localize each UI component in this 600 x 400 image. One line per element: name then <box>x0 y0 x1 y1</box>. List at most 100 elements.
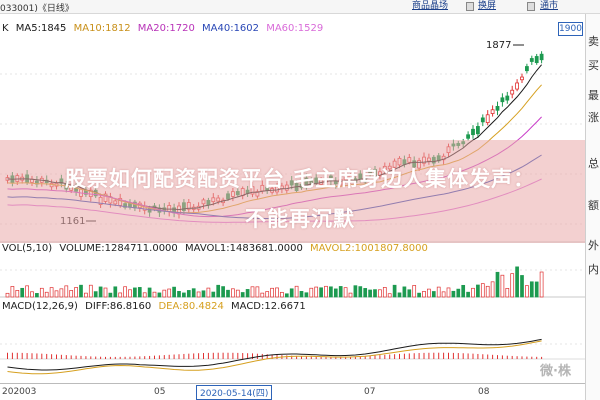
ma10-label: MA10:1812 <box>73 23 131 34</box>
volume-bar <box>333 288 338 298</box>
sidebar-item-inner[interactable]: 内 <box>588 263 599 276</box>
date-tick: 202003 <box>2 387 37 397</box>
volume-legend: VOL(5,10) VOLUME:1284711.0000 MAVOL1:148… <box>2 243 432 255</box>
volume-bar <box>343 287 348 298</box>
candle-body <box>480 117 485 123</box>
volume-bar <box>88 284 93 298</box>
volume-bar <box>373 289 377 298</box>
volume-bar <box>382 287 387 298</box>
volume-bar <box>358 286 363 298</box>
volume-bar <box>490 281 495 298</box>
general-button[interactable]: 通市 <box>540 1 559 11</box>
volume-bar <box>98 286 103 298</box>
sidebar-item-latest[interactable]: 最 <box>588 89 599 102</box>
market-button[interactable]: 商品晶场 <box>412 1 449 11</box>
sidebar-item-amount[interactable]: 额 <box>588 199 599 212</box>
volume-bar <box>167 288 172 298</box>
volume-bar <box>284 293 289 298</box>
volume-bar <box>123 286 127 298</box>
volume-bar <box>69 290 74 298</box>
volume-bar <box>446 287 451 298</box>
candle-body <box>510 89 515 95</box>
volume-bar <box>5 292 10 298</box>
volume-bar <box>515 266 519 298</box>
volume-bar <box>64 285 69 298</box>
doc-icon[interactable] <box>527 2 535 11</box>
volume-bar <box>299 291 304 298</box>
volume-bar <box>44 291 49 298</box>
volume-bar <box>412 285 417 298</box>
volume-bar <box>476 284 480 298</box>
volume-bar <box>451 290 456 298</box>
date-cursor-label: 2020-05-14(四) <box>196 385 273 400</box>
volume-bar <box>505 288 510 298</box>
sidebar-item-buy[interactable]: 买 <box>588 59 599 72</box>
ma20-label: MA20:1720 <box>137 23 195 34</box>
volume-bar <box>495 271 500 298</box>
sidebar-item-sell[interactable]: 卖 <box>588 35 599 48</box>
volume-bar <box>260 292 265 298</box>
sidebar-item-outer[interactable]: 外 <box>588 239 599 252</box>
volume-bar <box>255 286 260 298</box>
doc-icon[interactable] <box>466 2 474 11</box>
date-tick: 05 <box>154 387 166 397</box>
volume-bar <box>363 288 368 298</box>
volume-bar <box>196 291 201 298</box>
quote-sidebar: 卖 买 最 涨 总 额 外 内 <box>585 14 600 400</box>
volume-bar <box>461 284 466 298</box>
volume-bar <box>221 286 225 298</box>
sidebar-item-total[interactable]: 总 <box>588 157 599 170</box>
volume-bars <box>5 266 544 298</box>
volume-bar <box>387 293 392 298</box>
volume-bar <box>422 291 426 298</box>
volume-bar <box>289 288 294 298</box>
ma-legend: K MA5:1845 MA10:1812 MA20:1720 MA40:1602… <box>2 23 327 35</box>
main-prefix: K <box>2 23 9 34</box>
macd-label: MACD(12,26,9) <box>2 301 78 312</box>
volume-bar <box>108 292 113 298</box>
volume-bar <box>10 286 15 298</box>
volume-bar <box>235 289 240 298</box>
volume-bar <box>49 287 54 298</box>
volume-bar <box>314 286 319 298</box>
volume-bar <box>15 290 20 298</box>
volume-bar <box>431 291 436 298</box>
volume-bar <box>191 288 196 298</box>
macd-value: MACD:12.6671 <box>231 301 306 312</box>
volume-bar <box>201 290 206 298</box>
volume-bar <box>520 275 524 298</box>
volume-bar <box>79 284 83 298</box>
date-axis: 202003 05 2020-05-14(四) 07 08 <box>0 383 585 400</box>
volume-bar <box>103 287 108 298</box>
volume-bar <box>147 287 152 298</box>
corner-watermark: 微·株 <box>540 364 571 379</box>
ma5-label: MA5:1845 <box>15 23 67 34</box>
volume-bar <box>59 288 64 298</box>
volume-value: VOLUME:1284711.0000 <box>59 243 178 254</box>
volume-bar <box>304 292 309 298</box>
volume-bar <box>329 286 333 298</box>
volume-bar <box>471 287 475 298</box>
volume-bar <box>319 287 323 298</box>
volume-bar <box>402 286 407 298</box>
dea-value: DEA:80.4824 <box>158 301 224 312</box>
toolbar: 033001)《日线》 商品晶场 换屏 通市 <box>0 0 600 14</box>
candle-body <box>500 97 505 103</box>
stock-code-label: 033001)《日线》 <box>0 4 74 14</box>
volume-bar <box>186 290 191 298</box>
date-tick: 07 <box>364 387 376 397</box>
volume-bar <box>162 289 167 298</box>
candle-body <box>466 134 471 139</box>
volume-bar <box>128 289 132 298</box>
sidebar-item-change[interactable]: 涨 <box>588 111 599 124</box>
volume-bar <box>20 287 25 298</box>
macd-series <box>0 338 585 375</box>
volume-bar <box>137 287 142 298</box>
volume-bar <box>500 274 505 298</box>
candle-body <box>471 128 475 136</box>
candle-body <box>495 105 500 111</box>
volume-bar <box>534 281 539 298</box>
volume-bar <box>441 291 446 298</box>
switch-screen-button[interactable]: 换屏 <box>478 1 497 11</box>
